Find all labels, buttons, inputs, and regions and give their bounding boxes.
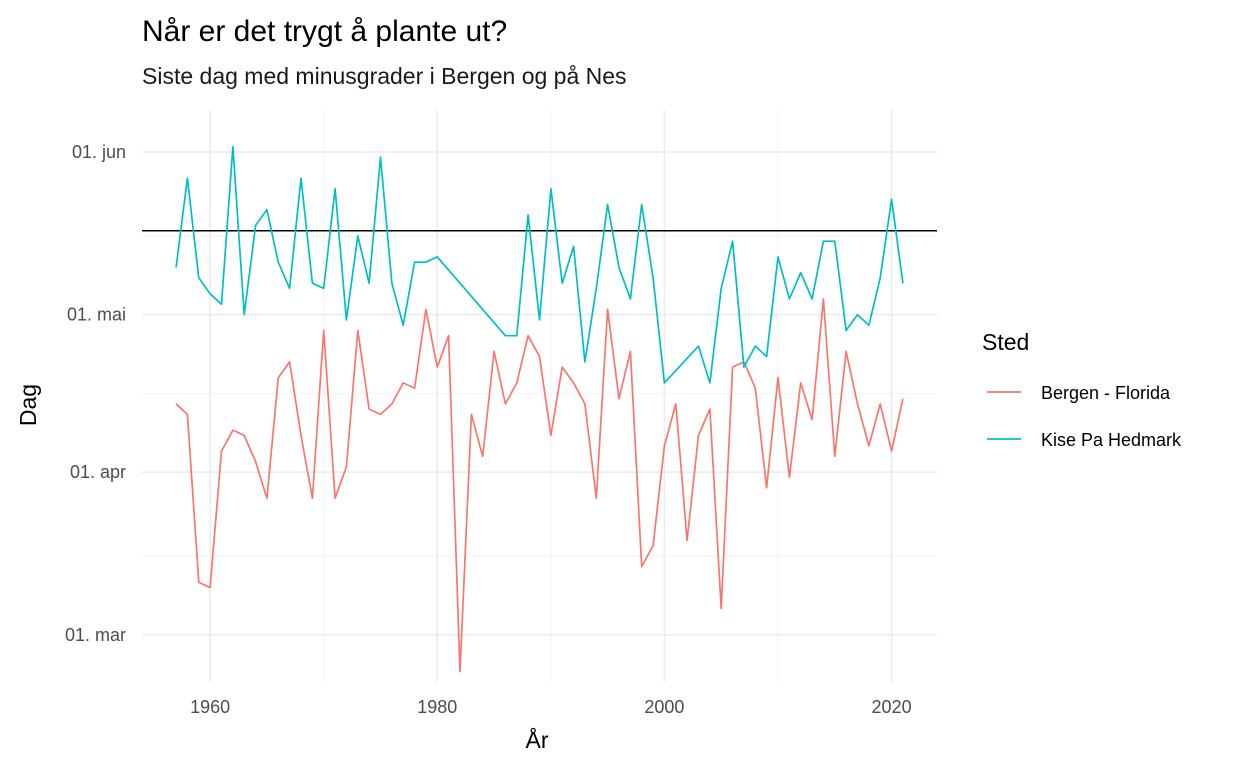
x-axis-title: År: [526, 726, 549, 753]
chart-title: Når er det trygt å plante ut?: [142, 15, 507, 48]
x-tick-label: 2000: [644, 697, 684, 717]
series-layer: [175, 145, 904, 673]
x-tick-label: 2020: [872, 697, 912, 717]
legend: Sted Bergen - Florida Kise Pa Hedmark: [982, 329, 1182, 450]
series-line: [175, 298, 904, 673]
chart-subtitle: Siste dag med minusgrader i Bergen og på…: [142, 63, 627, 89]
y-axis-title: Dag: [15, 384, 41, 426]
legend-label: Bergen - Florida: [1041, 383, 1171, 403]
minor-gridlines: [142, 110, 937, 682]
x-tick-label: 1960: [190, 697, 230, 717]
y-tick-label: 01. mar: [65, 625, 126, 645]
y-tick-label: 01. jun: [72, 142, 126, 162]
legend-title: Sted: [982, 329, 1029, 355]
y-axis-ticks: 01. mar 01. apr 01. mai 01. jun: [65, 142, 126, 645]
y-tick-label: 01. mai: [67, 305, 126, 325]
major-gridlines: [142, 110, 937, 682]
legend-label: Kise Pa Hedmark: [1041, 430, 1182, 450]
series-line: [175, 145, 904, 384]
x-axis-ticks: 1960 1980 2000 2020: [190, 697, 911, 717]
x-tick-label: 1980: [417, 697, 457, 717]
y-tick-label: 01. apr: [70, 462, 126, 482]
